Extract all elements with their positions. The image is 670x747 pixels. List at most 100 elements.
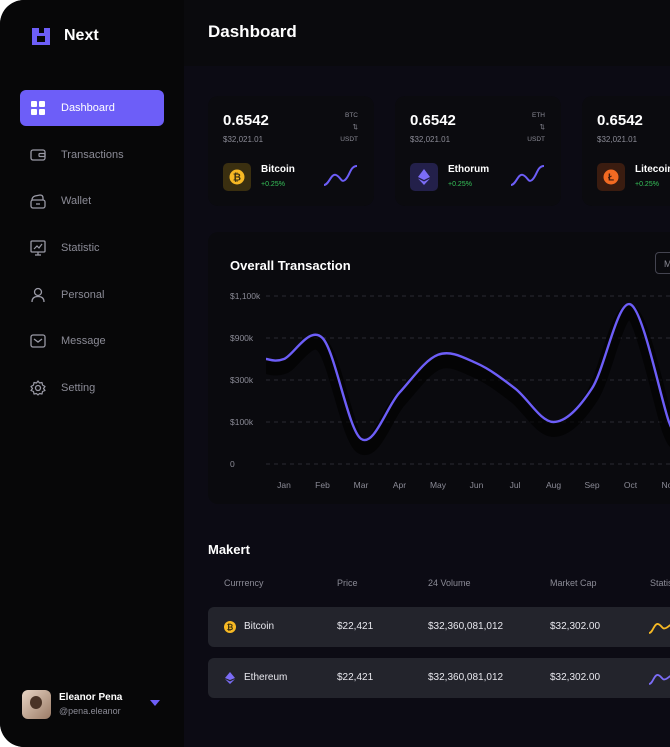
- profile-handle: @pena.eleanor: [59, 706, 121, 716]
- y-tick-label: $300k: [230, 375, 254, 385]
- sparkline: [510, 165, 545, 186]
- y-tick-label: $1,100k: [230, 291, 261, 301]
- chevron-down-icon[interactable]: [150, 700, 160, 706]
- coin-card-litecoin[interactable]: 0.6542 $32,021.01 Ł Litecoin +0.25%: [582, 96, 670, 206]
- sidebar-item-personal[interactable]: Personal: [20, 277, 164, 313]
- chart-title: Overall Transaction: [230, 258, 351, 273]
- app-name: Next: [64, 27, 99, 44]
- sidebar-item-message[interactable]: Message: [20, 323, 164, 359]
- main-content: Dashboard 0.6542 $32,021.01 BTC ⇅ USDT ₿…: [184, 0, 670, 747]
- sidebar: Next Dashboard Transactions Wallet: [0, 0, 184, 747]
- market-cap-cell: $32,302.00: [550, 621, 601, 632]
- trend-sparkline: [648, 623, 670, 634]
- y-tick-label: $100k: [230, 417, 254, 427]
- coin-change: +0.25%: [448, 181, 472, 188]
- transaction-chart: 0 $100k $300k $900k $1,100k Jan Feb Mar Apr May Ju…: [230, 291, 670, 490]
- x-tick-label: Jun: [470, 480, 484, 490]
- mail-icon: [30, 333, 46, 349]
- coin-name: Bitcoin: [261, 164, 295, 175]
- ethereum-icon: [410, 163, 438, 191]
- x-tick-label: Jan: [277, 480, 291, 490]
- sidebar-item-wallet[interactable]: Wallet: [20, 183, 164, 219]
- user-profile[interactable]: Eleanor Pena @pena.eleanor: [22, 688, 172, 720]
- currency-cell: Ethereum: [244, 672, 288, 683]
- chart-board-icon: [30, 240, 46, 256]
- sidebar-item-label: Transactions: [61, 148, 124, 161]
- grid-icon: [30, 100, 46, 116]
- user-icon: [30, 287, 46, 303]
- sidebar-item-dashboard[interactable]: Dashboard: [20, 90, 164, 126]
- sidebar-item-label: Message: [61, 335, 106, 348]
- pair-quote: USDT: [527, 136, 545, 143]
- sidebar-item-label: Setting: [61, 382, 96, 395]
- bitcoin-icon: ₿: [223, 163, 251, 191]
- coin-value: 0.6542: [410, 112, 456, 129]
- sidebar-item-label: Personal: [61, 288, 105, 301]
- coin-pair[interactable]: BTC ⇅ USDT: [340, 110, 358, 146]
- profile-name: Eleanor Pena: [59, 692, 123, 703]
- currency-cell: Bitcoin: [244, 621, 275, 632]
- coin-change: +0.25%: [635, 181, 659, 188]
- x-tick-label: Sep: [584, 480, 599, 490]
- series-line: [265, 303, 670, 442]
- wallet-icon: [30, 193, 46, 209]
- market-cap-cell: $32,302.00: [550, 672, 601, 683]
- litecoin-icon: Ł: [597, 163, 625, 191]
- table-row[interactable]: ₿ Bitcoin $22,421 $32,360,081,012 $32,30…: [208, 607, 670, 647]
- logo[interactable]: Next: [30, 25, 99, 47]
- coin-usd: $32,021.01: [223, 135, 264, 144]
- column-header-currency: Currrency: [224, 578, 264, 588]
- sidebar-item-label: Statistic: [61, 242, 100, 255]
- sidebar-item-label: Dashboard: [61, 102, 115, 114]
- ethereum-icon: [224, 672, 236, 684]
- coin-card-ethereum[interactable]: 0.6542 $32,021.01 ETH ⇅ USDT Ethorum +0.…: [395, 96, 561, 206]
- sidebar-item-transactions[interactable]: Transactions: [20, 137, 164, 173]
- period-select[interactable]: M: [655, 252, 670, 274]
- coin-name: Litecoin: [635, 164, 670, 175]
- x-tick-label: Feb: [315, 480, 330, 490]
- coin-value: 0.6542: [597, 112, 643, 129]
- market-title: Makert: [208, 542, 250, 557]
- column-header-status: Statis: [650, 578, 670, 588]
- page-title: Dashboard: [208, 22, 297, 41]
- coin-card-bitcoin[interactable]: 0.6542 $32,021.01 BTC ⇅ USDT ₿ Bitcoin +…: [208, 96, 374, 206]
- y-tick-label: 0: [230, 459, 235, 469]
- profile-text: Eleanor Pena @pena.eleanor: [59, 692, 122, 716]
- pair-base: ETH: [532, 112, 545, 119]
- swap-icon: ⇅: [539, 124, 545, 131]
- coin-change: +0.25%: [261, 181, 285, 188]
- svg-text:Ł: Ł: [608, 173, 614, 184]
- transaction-card: 0 $100k $300k $900k $1,100k Jan Feb Mar Apr May Ju…: [208, 232, 670, 504]
- price-cell: $22,421: [337, 621, 374, 632]
- volume-cell: $32,360,081,012: [428, 672, 504, 683]
- avatar: [22, 689, 51, 719]
- svg-text:₿: ₿: [233, 172, 241, 184]
- x-tick-label: Apr: [393, 480, 406, 490]
- x-tick-label: May: [430, 480, 447, 490]
- column-header-price: Price: [337, 578, 358, 588]
- sidebar-item-statistic[interactable]: Statistic: [20, 230, 164, 266]
- x-tick-label: Aug: [546, 480, 561, 490]
- coin-usd: $32,021.01: [597, 135, 638, 144]
- coin-pair[interactable]: ETH ⇅ USDT: [527, 110, 545, 146]
- price-cell: $22,421: [337, 672, 374, 683]
- logo-icon: [32, 28, 50, 45]
- trend-sparkline: [648, 674, 670, 685]
- x-tick-label: Oct: [624, 480, 638, 490]
- table-row[interactable]: Ethereum $22,421 $32,360,081,012 $32,302…: [208, 658, 670, 698]
- pair-base: BTC: [345, 112, 358, 119]
- volume-cell: $32,360,081,012: [428, 621, 504, 632]
- column-header-market-cap: Market Cap: [550, 578, 597, 588]
- bitcoin-icon: ₿: [224, 621, 236, 633]
- sidebar-item-setting[interactable]: Setting: [20, 370, 164, 406]
- sidebar-item-label: Wallet: [61, 195, 92, 208]
- x-tick-label: Mar: [354, 480, 369, 490]
- sidebar-nav: Dashboard Transactions Wallet Statistic: [20, 90, 164, 417]
- x-tick-label: Nov: [661, 480, 670, 490]
- coin-usd: $32,021.01: [410, 135, 451, 144]
- coin-value: 0.6542: [223, 112, 269, 129]
- y-tick-label: $900k: [230, 333, 254, 343]
- x-tick-label: Jul: [510, 480, 521, 490]
- swap-icon: ⇅: [352, 124, 358, 131]
